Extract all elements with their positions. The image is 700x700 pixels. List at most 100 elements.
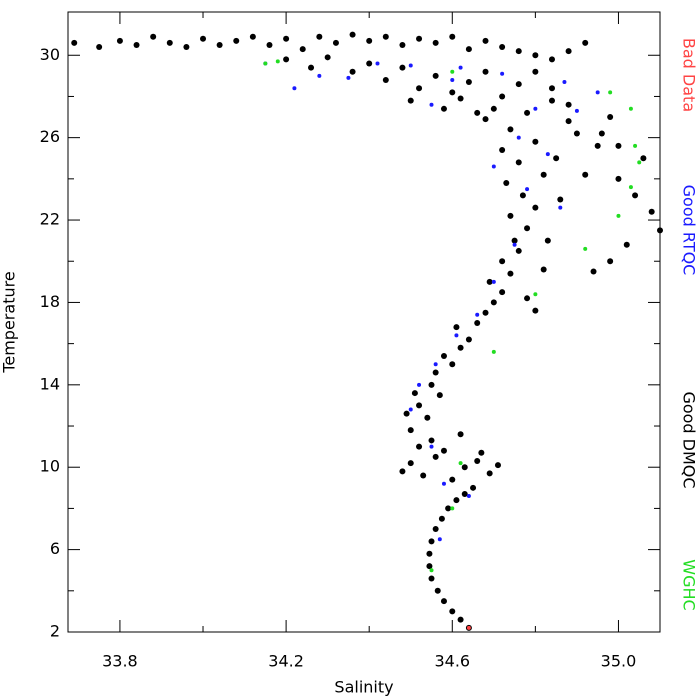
- point: [583, 246, 588, 251]
- point: [632, 192, 639, 199]
- point: [437, 537, 442, 542]
- point: [607, 258, 614, 265]
- point: [482, 37, 489, 44]
- point: [433, 362, 438, 367]
- point: [494, 462, 501, 469]
- point: [595, 90, 600, 95]
- point: [440, 105, 447, 112]
- point: [532, 68, 539, 75]
- point: [408, 407, 413, 412]
- point: [416, 85, 423, 92]
- point: [482, 309, 489, 316]
- point: [429, 102, 434, 107]
- point: [316, 33, 323, 40]
- point: [607, 114, 614, 121]
- point: [450, 506, 455, 511]
- y-tick-label: 18: [40, 292, 60, 311]
- point: [275, 59, 280, 64]
- legend-label: Good DMQC: [680, 391, 699, 488]
- point: [407, 97, 414, 104]
- point: [166, 39, 173, 46]
- point: [366, 60, 373, 67]
- point: [454, 333, 459, 338]
- point: [524, 225, 531, 232]
- point: [465, 46, 472, 53]
- y-tick-label: 10: [40, 457, 60, 476]
- plot-frame: [67, 11, 661, 633]
- point: [482, 116, 489, 123]
- point: [466, 625, 471, 630]
- point: [432, 369, 439, 376]
- point: [490, 105, 497, 112]
- point: [382, 33, 389, 40]
- legend-label: Bad Data: [680, 38, 699, 112]
- point: [71, 39, 78, 46]
- point: [453, 497, 460, 504]
- point: [453, 324, 460, 331]
- point: [429, 444, 434, 449]
- point: [449, 361, 456, 368]
- point: [491, 164, 496, 169]
- point: [474, 458, 481, 465]
- point: [457, 616, 464, 623]
- point: [445, 505, 452, 512]
- point: [532, 307, 539, 314]
- point: [490, 299, 497, 306]
- point: [594, 142, 601, 149]
- legend-label: Good RTQC: [680, 185, 699, 276]
- point: [548, 56, 555, 63]
- point: [515, 81, 522, 88]
- y-tick-label: 2: [50, 622, 60, 641]
- point: [499, 289, 506, 296]
- point: [428, 538, 435, 545]
- point: [457, 95, 464, 102]
- point: [426, 563, 433, 570]
- point: [565, 118, 572, 125]
- point: [375, 61, 380, 66]
- point: [417, 382, 422, 387]
- point: [317, 73, 322, 78]
- point: [429, 568, 434, 573]
- point: [407, 460, 414, 467]
- point: [499, 258, 506, 265]
- point: [349, 31, 356, 38]
- point: [499, 44, 506, 51]
- point: [512, 242, 517, 247]
- point: [516, 135, 521, 140]
- point: [545, 152, 550, 157]
- point: [449, 33, 456, 40]
- point: [458, 65, 463, 70]
- point: [399, 41, 406, 48]
- point: [470, 484, 477, 491]
- point: [216, 41, 223, 48]
- point: [598, 130, 605, 137]
- point: [432, 526, 439, 533]
- point: [324, 54, 331, 61]
- point: [434, 587, 441, 594]
- point: [233, 37, 240, 44]
- point: [548, 97, 555, 104]
- point: [449, 89, 456, 96]
- point: [399, 468, 406, 475]
- point: [499, 93, 506, 100]
- point: [308, 64, 315, 71]
- point: [616, 213, 621, 218]
- point: [486, 470, 493, 477]
- point: [491, 279, 496, 284]
- point: [637, 160, 642, 165]
- point: [403, 410, 410, 417]
- y-tick-label: 26: [40, 127, 60, 146]
- point: [426, 550, 433, 557]
- point: [608, 90, 613, 95]
- point: [183, 44, 190, 51]
- point: [507, 126, 514, 133]
- point: [532, 138, 539, 145]
- y-axis-label: Temperature: [0, 271, 19, 373]
- point: [200, 35, 207, 42]
- point: [436, 392, 443, 399]
- point: [332, 39, 339, 46]
- point: [116, 37, 123, 44]
- point: [461, 464, 468, 471]
- point: [428, 437, 435, 444]
